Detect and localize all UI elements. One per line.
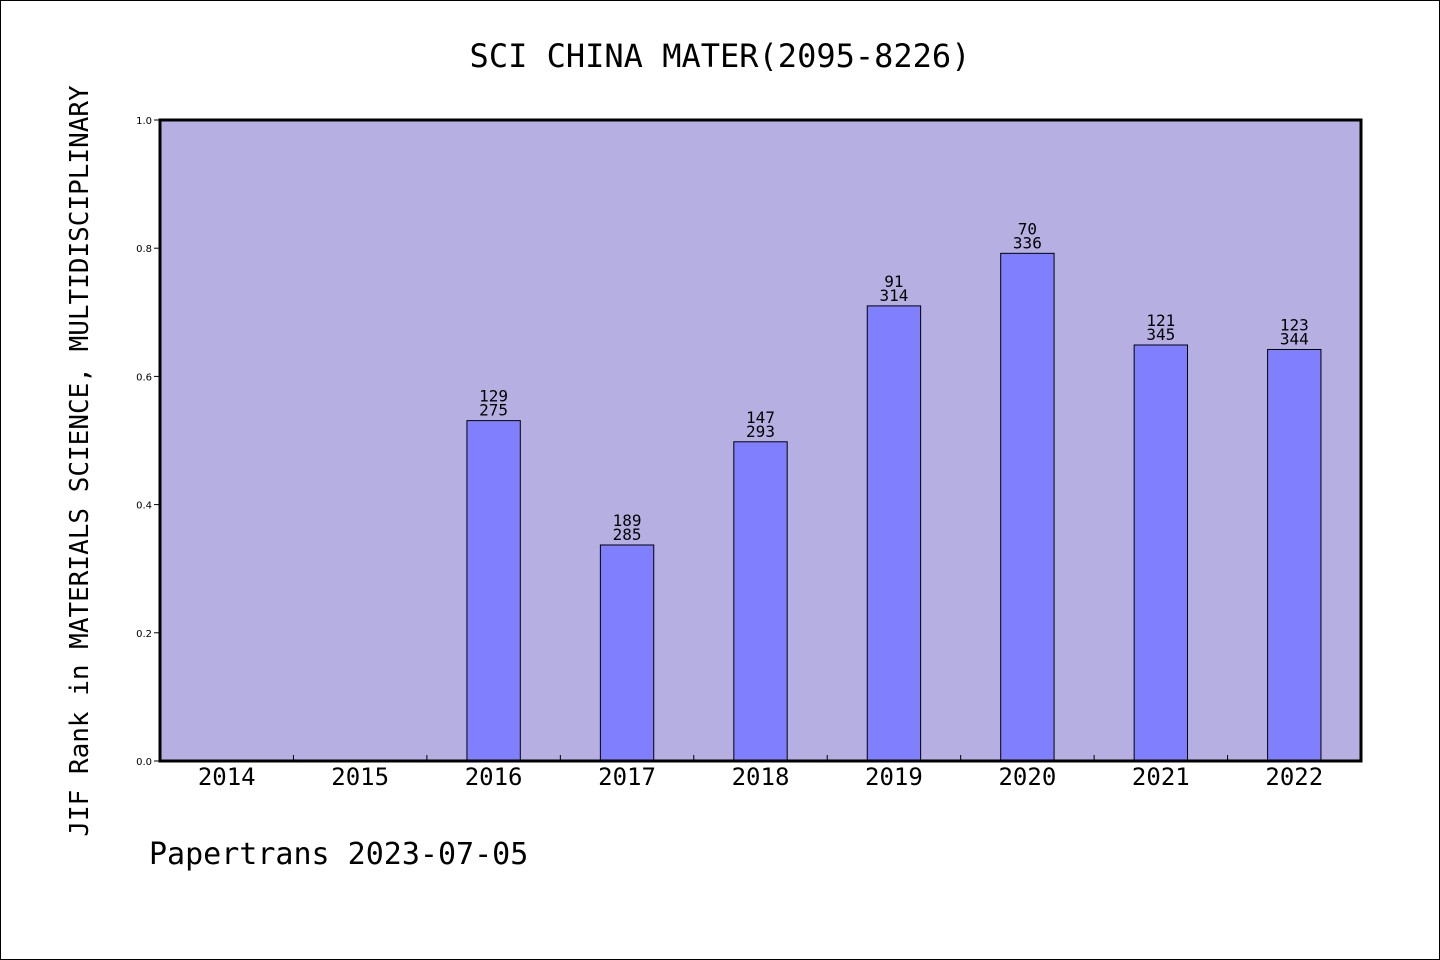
x-tick-label-2014: 2014 bbox=[198, 763, 256, 791]
bar-label-total-2017: 285 bbox=[613, 525, 642, 544]
bar-label-rank-2017: 189 bbox=[613, 511, 642, 530]
x-tick-label-2018: 2018 bbox=[732, 763, 790, 791]
x-tick-label-2019: 2019 bbox=[865, 763, 923, 791]
bar-label-rank-2020: 70 bbox=[1018, 219, 1037, 238]
bar-label-total-2019: 314 bbox=[879, 286, 908, 305]
bar-2019 bbox=[866, 305, 922, 762]
bar-2020 bbox=[1000, 252, 1055, 762]
x-tick-label-2016: 2016 bbox=[465, 763, 523, 791]
x-tick-label-2020: 2020 bbox=[998, 763, 1056, 791]
bar-label-rank-2022: 123 bbox=[1280, 315, 1309, 334]
x-tick-label-2017: 2017 bbox=[598, 763, 656, 791]
bar-2016 bbox=[466, 420, 521, 762]
x-tick-label-2021: 2021 bbox=[1132, 763, 1190, 791]
chart-title: SCI CHINA MATER(2095-8226) bbox=[470, 37, 971, 75]
bars-group bbox=[466, 252, 1322, 762]
y-axis-ticks: 0.0 0.2 0.4 0.6 0.8 1.0 bbox=[136, 116, 160, 768]
bar-label-total-2022: 344 bbox=[1280, 329, 1309, 348]
plot-border bbox=[158, 118, 1363, 763]
bar-label-total-2020: 336 bbox=[1013, 233, 1042, 252]
bar-2017 bbox=[599, 544, 655, 762]
x-tick-label-2015: 2015 bbox=[331, 763, 389, 791]
y-tick-label-0.8: 0.8 bbox=[136, 244, 152, 255]
y-tick-label-0.4: 0.4 bbox=[136, 501, 152, 512]
bar-label-rank-2019: 91 bbox=[884, 272, 903, 291]
y-tick-label-0.0: 0.0 bbox=[136, 757, 152, 768]
bar-label-rank-2016: 129 bbox=[479, 387, 508, 406]
x-tick-label-2022: 2022 bbox=[1265, 763, 1323, 791]
bar-label-total-2018: 293 bbox=[746, 422, 775, 441]
x-axis-ticks: 2014 2015 2016 2017 2018 2019 2020 2021 2022 bbox=[198, 755, 1323, 791]
y-tick-label-0.2: 0.2 bbox=[136, 629, 152, 640]
y-tick-label-1.0: 1.0 bbox=[136, 116, 152, 127]
bar-label-total-2021: 345 bbox=[1146, 325, 1175, 344]
bar-label-rank-2021: 121 bbox=[1146, 311, 1175, 330]
bar-2022 bbox=[1267, 348, 1322, 762]
y-tick-label-0.6: 0.6 bbox=[136, 372, 152, 383]
footer-credit: Papertrans 2023-07-05 bbox=[149, 837, 528, 872]
bar-2018 bbox=[733, 441, 788, 762]
y-axis-label: JIF Rank in MATERIALS SCIENCE, MULTIDISC… bbox=[65, 85, 95, 837]
bar-2021 bbox=[1133, 344, 1189, 762]
bar-label-rank-2018: 147 bbox=[746, 408, 775, 427]
bar-label-total-2016: 275 bbox=[479, 401, 508, 420]
